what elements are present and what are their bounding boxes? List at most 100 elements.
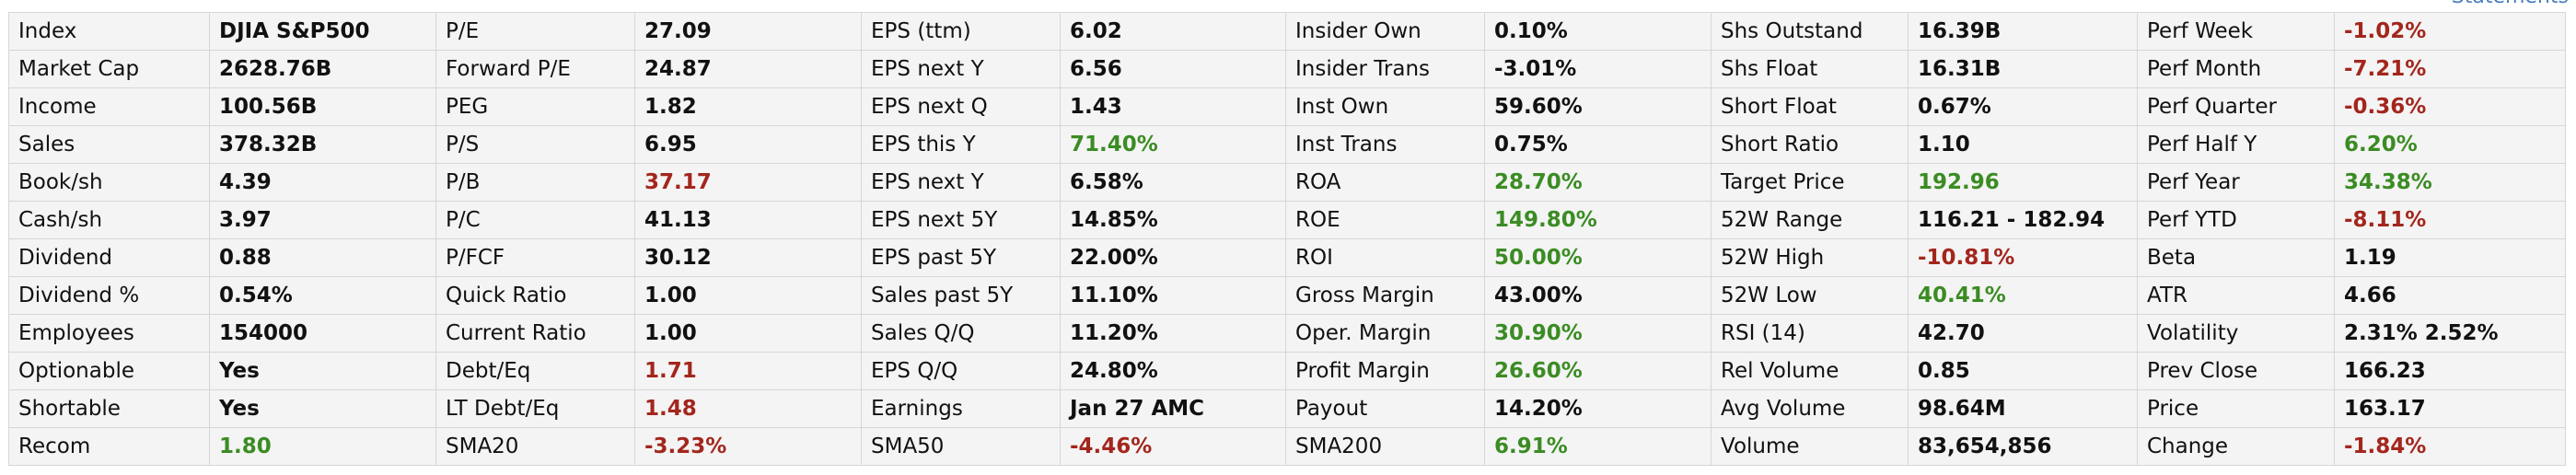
metric-value: 0.10% xyxy=(1484,12,1712,51)
metric-value: 4.39 xyxy=(209,163,436,202)
metric-label: P/S xyxy=(435,125,635,164)
metric-label: Book/sh xyxy=(8,163,210,202)
metric-value: 14.20% xyxy=(1484,389,1712,428)
table-row: Income 100.56B PEG 1.82 EPS next Q 1.43 Inst O… xyxy=(8,87,2566,126)
metric-value: 378.32B xyxy=(209,125,436,164)
metric-value: 1.43 xyxy=(1060,87,1286,126)
metric-label: Gross Margin xyxy=(1285,276,1485,315)
metric-value: 26.60% xyxy=(1484,352,1712,390)
metric-value: 24.87 xyxy=(634,50,862,88)
metric-label: Avg Volume xyxy=(1711,389,1909,428)
table-row: Optionable Yes Debt/Eq 1.71 EPS Q/Q 24.80% Pro… xyxy=(8,352,2566,390)
metric-value: 192.96 xyxy=(1908,163,2138,202)
metric-label: EPS next 5Y xyxy=(861,201,1061,239)
metric-label: Perf YTD xyxy=(2137,201,2335,239)
metric-value: 2628.76B xyxy=(209,50,436,88)
metric-value: -0.36% xyxy=(2334,87,2566,126)
metric-label: LT Debt/Eq xyxy=(435,389,635,428)
metric-value: -10.81% xyxy=(1908,238,2138,277)
metric-label: Perf Quarter xyxy=(2137,87,2335,126)
metric-label: Inst Own xyxy=(1285,87,1485,126)
metric-value: 50.00% xyxy=(1484,238,1712,277)
metric-label: Shs Float xyxy=(1711,50,1909,88)
metric-label: Debt/Eq xyxy=(435,352,635,390)
metric-label: EPS next Y xyxy=(861,50,1061,88)
metric-label: ROA xyxy=(1285,163,1485,202)
metric-label: Short Float xyxy=(1711,87,1909,126)
metric-label: Optionable xyxy=(8,352,210,390)
metric-value: 11.10% xyxy=(1060,276,1286,315)
metric-label: Perf Half Y xyxy=(2137,125,2335,164)
metric-value: 16.39B xyxy=(1908,12,2138,51)
metric-label: EPS this Y xyxy=(861,125,1061,164)
table-row: Shortable Yes LT Debt/Eq 1.48 Earnings Jan 27… xyxy=(8,389,2566,428)
table-row: Recom 1.80 SMA20 -3.23% SMA50 -4.46% SMA200 6.9… xyxy=(8,427,2566,466)
metric-value: 154000 xyxy=(209,314,436,353)
metric-value: 11.20% xyxy=(1060,314,1286,353)
table-row: Index DJIA S&P500 P/E 27.09 EPS (ttm) 6.02 Ins… xyxy=(8,12,2566,51)
metric-label: Insider Trans xyxy=(1285,50,1485,88)
metric-label: EPS past 5Y xyxy=(861,238,1061,277)
metric-value: 24.80% xyxy=(1060,352,1286,390)
metric-value: -1.84% xyxy=(2334,427,2566,466)
metric-label: Inst Trans xyxy=(1285,125,1485,164)
metric-label: Dividend % xyxy=(8,276,210,315)
metric-value: -4.46% xyxy=(1060,427,1286,466)
metric-value: 100.56B xyxy=(209,87,436,126)
metric-label: Earnings xyxy=(861,389,1061,428)
metric-value: 149.80% xyxy=(1484,201,1712,239)
metric-label: Sales past 5Y xyxy=(861,276,1061,315)
metric-label: Forward P/E xyxy=(435,50,635,88)
metric-label: Target Price xyxy=(1711,163,1909,202)
metric-value: 1.82 xyxy=(634,87,862,126)
metric-value: 6.56 xyxy=(1060,50,1286,88)
metric-value: 30.12 xyxy=(634,238,862,277)
metric-label: Price xyxy=(2137,389,2335,428)
metric-value: 2.31% 2.52% xyxy=(2334,314,2566,353)
metric-label: 52W Range xyxy=(1711,201,1909,239)
metric-label: Short Ratio xyxy=(1711,125,1909,164)
metric-value: 1.48 xyxy=(634,389,862,428)
metric-value: 28.70% xyxy=(1484,163,1712,202)
metric-value: Yes xyxy=(209,389,436,428)
statements-link[interactable]: Statements xyxy=(2452,0,2569,8)
metric-value: 43.00% xyxy=(1484,276,1712,315)
metric-value: 4.66 xyxy=(2334,276,2566,315)
metric-value: -3.01% xyxy=(1484,50,1712,88)
metric-label: Income xyxy=(8,87,210,126)
metric-value: 22.00% xyxy=(1060,238,1286,277)
metric-value: 0.54% xyxy=(209,276,436,315)
metric-value: 71.40% xyxy=(1060,125,1286,164)
metric-value: 27.09 xyxy=(634,12,862,51)
metric-value: 1.19 xyxy=(2334,238,2566,277)
metric-value: 37.17 xyxy=(634,163,862,202)
metric-label: Current Ratio xyxy=(435,314,635,353)
metric-label: Oper. Margin xyxy=(1285,314,1485,353)
table-row: Dividend 0.88 P/FCF 30.12 EPS past 5Y 22.00% R… xyxy=(8,238,2566,277)
metric-value: 3.97 xyxy=(209,201,436,239)
metric-value: 16.31B xyxy=(1908,50,2138,88)
metric-value: 1.80 xyxy=(209,427,436,466)
metric-label: P/E xyxy=(435,12,635,51)
metric-value: 1.71 xyxy=(634,352,862,390)
metric-label: Rel Volume xyxy=(1711,352,1909,390)
metric-value: 166.23 xyxy=(2334,352,2566,390)
metric-label: EPS Q/Q xyxy=(861,352,1061,390)
metric-label: Change xyxy=(2137,427,2335,466)
metric-label: Beta xyxy=(2137,238,2335,277)
metric-label: Perf Month xyxy=(2137,50,2335,88)
metric-label: Cash/sh xyxy=(8,201,210,239)
metric-value: Jan 27 AMC xyxy=(1060,389,1286,428)
metric-label: Sales xyxy=(8,125,210,164)
metric-label: Insider Own xyxy=(1285,12,1485,51)
metric-label: ATR xyxy=(2137,276,2335,315)
metric-value: 116.21 - 182.94 xyxy=(1908,201,2138,239)
metric-value: 83,654,856 xyxy=(1908,427,2138,466)
metric-label: Shortable xyxy=(8,389,210,428)
metric-value: -7.21% xyxy=(2334,50,2566,88)
metric-label: Shs Outstand xyxy=(1711,12,1909,51)
metric-value: 1.00 xyxy=(634,276,862,315)
metric-value: 42.70 xyxy=(1908,314,2138,353)
metric-label: RSI (14) xyxy=(1711,314,1909,353)
